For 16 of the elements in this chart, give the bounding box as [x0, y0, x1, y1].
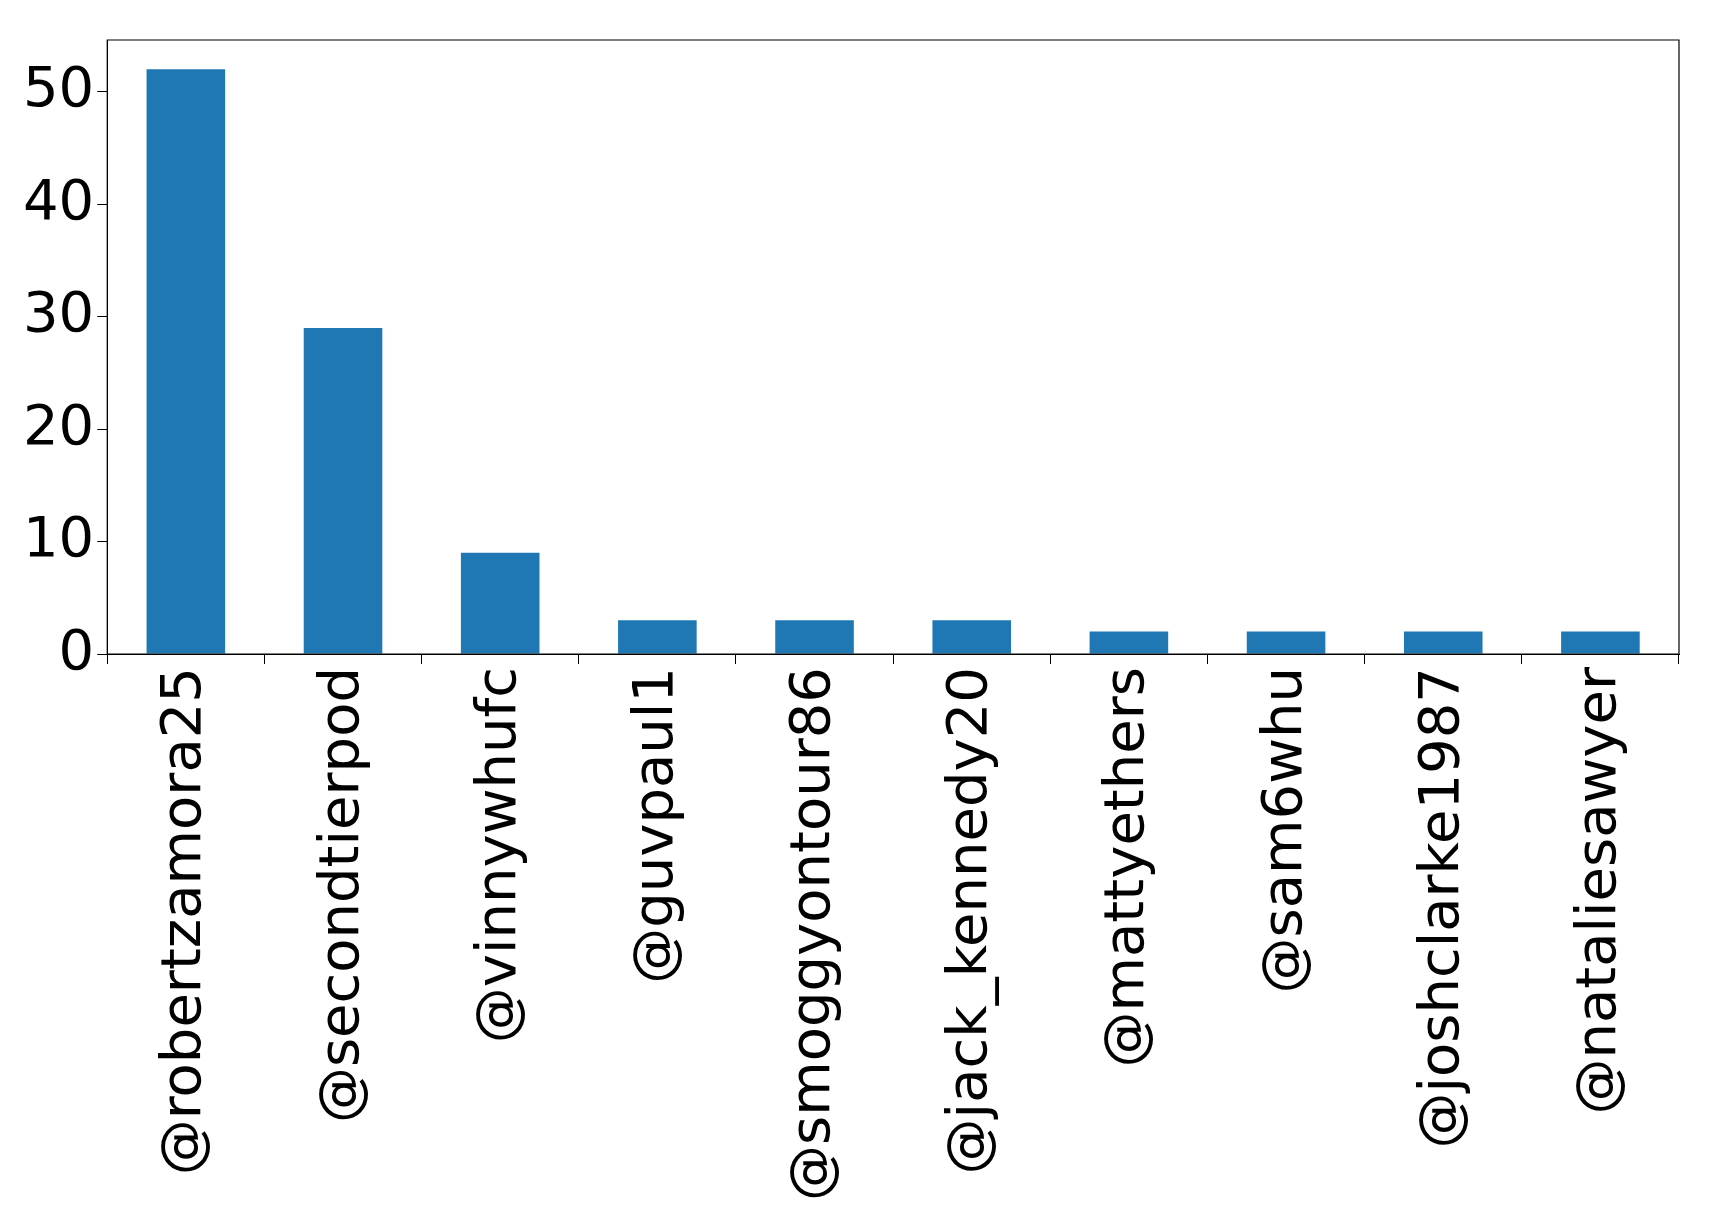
y-tick-label: 30 [22, 279, 95, 345]
x-tick-label: @sam6whu [1248, 667, 1314, 994]
x-tick-label: @robertzamora25 [148, 667, 214, 1176]
x-tick-label: @guvpaul1 [619, 667, 685, 984]
y-tick-label: 50 [22, 54, 95, 120]
x-tick-label: @vinnywhufc [462, 667, 528, 1044]
x-tick-label: @nataliesawyer [1562, 666, 1628, 1115]
y-tick-label: 20 [22, 391, 95, 457]
x-tick-label: @smoggyontour86 [777, 667, 843, 1201]
y-tick-label: 0 [58, 616, 95, 682]
y-tick-label: 10 [22, 504, 95, 570]
x-tick-label: @joshclarke1987 [1405, 667, 1471, 1149]
x-tick-label: @secondtierpod [305, 667, 371, 1124]
y-tick-label: 40 [22, 166, 95, 232]
x-tick-label: @mattyethers [1091, 667, 1157, 1068]
x-tick-label: @jack_kennedy20 [934, 667, 1000, 1175]
